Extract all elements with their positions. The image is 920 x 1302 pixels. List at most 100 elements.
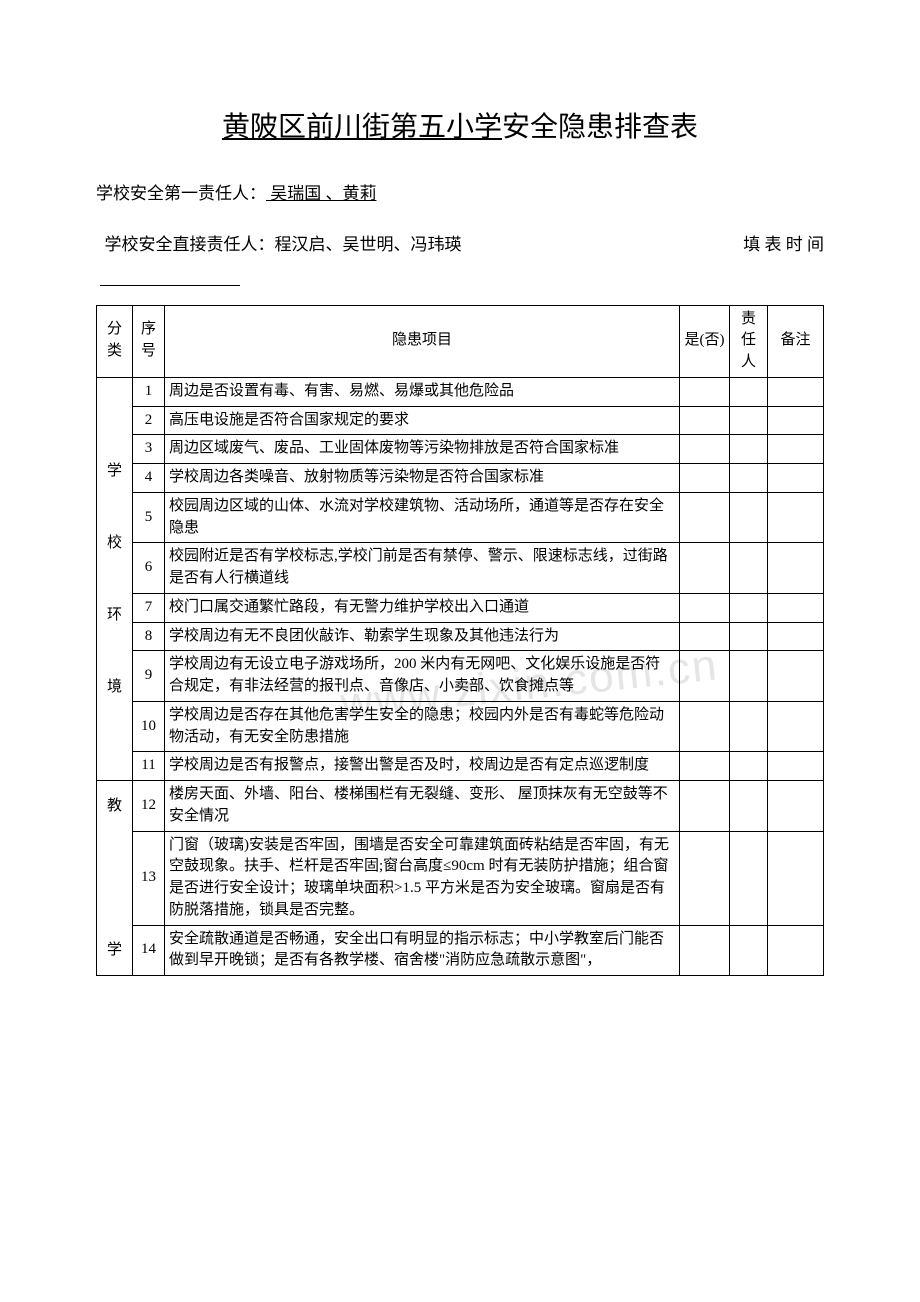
- title-rest: 安全隐患排查表: [502, 112, 698, 143]
- responsible-cell: [730, 593, 768, 622]
- category-teaching: 教学: [97, 781, 133, 976]
- note-cell: [768, 701, 824, 752]
- table-row: 11学校周边是否有报警点，接警出警是否及时，校周边是否有定点巡逻制度: [97, 752, 824, 781]
- note-cell: [768, 377, 824, 406]
- responsible-cell: [730, 701, 768, 752]
- info-line-2: 学校安全直接责任人：程汉启、吴世明、冯玮瑛 填 表 时 间: [96, 230, 824, 255]
- table-body: 学校环境1周边是否设置有毒、有害、易燃、易爆或其他危险品2高压电设施是否符合国家…: [97, 377, 824, 975]
- seq-cell: 9: [133, 651, 165, 702]
- item-cell: 高压电设施是否符合国家规定的要求: [165, 406, 680, 435]
- seq-cell: 6: [133, 543, 165, 594]
- note-cell: [768, 543, 824, 594]
- th-category: 分类: [97, 305, 133, 377]
- yesno-cell: [680, 492, 730, 543]
- note-cell: [768, 651, 824, 702]
- yesno-cell: [680, 622, 730, 651]
- blank-underline: [96, 273, 824, 291]
- note-cell: [768, 492, 824, 543]
- note-cell: [768, 752, 824, 781]
- item-cell: 校门口属交通繁忙路段，有无警力维护学校出入口通道: [165, 593, 680, 622]
- th-note: 备注: [768, 305, 824, 377]
- note-cell: [768, 464, 824, 493]
- yesno-cell: [680, 406, 730, 435]
- th-yesno: 是(否): [680, 305, 730, 377]
- line2-left: 学校安全直接责任人：程汉启、吴世明、冯玮瑛: [96, 230, 462, 255]
- item-cell: 学校周边是否有报警点，接警出警是否及时，校周边是否有定点巡逻制度: [165, 752, 680, 781]
- note-cell: [768, 406, 824, 435]
- note-cell: [768, 435, 824, 464]
- table-row: 10学校周边是否存在其他危害学生安全的隐患；校园内外是否有毒蛇等危险动物活动，有…: [97, 701, 824, 752]
- yesno-cell: [680, 435, 730, 464]
- table-row: 8学校周边有无不良团伙敲诈、勒索学生现象及其他违法行为: [97, 622, 824, 651]
- line1-value: 吴瑞国 、黄莉: [266, 184, 377, 203]
- responsible-cell: [730, 406, 768, 435]
- seq-cell: 12: [133, 781, 165, 832]
- seq-cell: 11: [133, 752, 165, 781]
- responsible-cell: [730, 435, 768, 464]
- responsible-cell: [730, 925, 768, 976]
- responsible-cell: [730, 464, 768, 493]
- table-row: 13门窗（玻璃)安装是否牢固，围墙是否安全可靠建筑面砖粘结是否牢固，有无空鼓现象…: [97, 831, 824, 925]
- table-header-row: 分类 序号 隐患项目 是(否) 责任人 备注: [97, 305, 824, 377]
- yesno-cell: [680, 925, 730, 976]
- line1-label: 学校安全第一责任人：: [96, 184, 266, 203]
- seq-cell: 1: [133, 377, 165, 406]
- table-row: 学校环境1周边是否设置有毒、有害、易燃、易爆或其他危险品: [97, 377, 824, 406]
- yesno-cell: [680, 752, 730, 781]
- table-row: 14安全疏散通道是否畅通，安全出口有明显的指示标志；中小学教室后门能否做到早开晚…: [97, 925, 824, 976]
- responsible-cell: [730, 492, 768, 543]
- item-cell: 学校周边有无设立电子游戏场所，200 米内有无网吧、文化娱乐设施是否符合规定，有…: [165, 651, 680, 702]
- yesno-cell: [680, 464, 730, 493]
- document-content: 黄陂区前川街第五小学安全隐患排查表 学校安全第一责任人： 吴瑞国 、黄莉 学校安…: [96, 105, 824, 976]
- table-row: 9学校周边有无设立电子游戏场所，200 米内有无网吧、文化娱乐设施是否符合规定，…: [97, 651, 824, 702]
- yesno-cell: [680, 377, 730, 406]
- seq-cell: 8: [133, 622, 165, 651]
- line2-label: 学校安全直接责任人：: [105, 235, 275, 254]
- yesno-cell: [680, 593, 730, 622]
- seq-cell: 3: [133, 435, 165, 464]
- responsible-cell: [730, 377, 768, 406]
- responsible-cell: [730, 543, 768, 594]
- seq-cell: 5: [133, 492, 165, 543]
- item-cell: 校园周边区域的山体、水流对学校建筑物、活动场所，通道等是否存在安全隐患: [165, 492, 680, 543]
- table-row: 4学校周边各类噪音、放射物质等污染物是否符合国家标准: [97, 464, 824, 493]
- responsible-cell: [730, 781, 768, 832]
- item-cell: 校园附近是否有学校标志,学校门前是否有禁停、警示、限速标志线，过街路是否有人行横…: [165, 543, 680, 594]
- page-title: 黄陂区前川街第五小学安全隐患排查表: [96, 105, 824, 145]
- hazard-table: 分类 序号 隐患项目 是(否) 责任人 备注 学校环境1周边是否设置有毒、有害、…: [96, 305, 824, 977]
- responsible-cell: [730, 831, 768, 925]
- seq-cell: 13: [133, 831, 165, 925]
- note-cell: [768, 925, 824, 976]
- item-cell: 周边区域废气、废品、工业固体废物等污染物排放是否符合国家标准: [165, 435, 680, 464]
- item-cell: 学校周边有无不良团伙敲诈、勒索学生现象及其他违法行为: [165, 622, 680, 651]
- table-row: 3周边区域废气、废品、工业固体废物等污染物排放是否符合国家标准: [97, 435, 824, 464]
- note-cell: [768, 593, 824, 622]
- table-row: 5校园周边区域的山体、水流对学校建筑物、活动场所，通道等是否存在安全隐患: [97, 492, 824, 543]
- yesno-cell: [680, 831, 730, 925]
- seq-cell: 4: [133, 464, 165, 493]
- th-responsible: 责任人: [730, 305, 768, 377]
- item-cell: 学校周边是否存在其他危害学生安全的隐患；校园内外是否有毒蛇等危险动物活动，有无安…: [165, 701, 680, 752]
- th-item: 隐患项目: [165, 305, 680, 377]
- yesno-cell: [680, 781, 730, 832]
- th-seq: 序号: [133, 305, 165, 377]
- seq-cell: 7: [133, 593, 165, 622]
- seq-cell: 2: [133, 406, 165, 435]
- yesno-cell: [680, 543, 730, 594]
- table-row: 教学12楼房天面、外墙、阳台、楼梯围栏有无裂缝、变形、 屋顶抹灰有无空鼓等不安全…: [97, 781, 824, 832]
- item-cell: 安全疏散通道是否畅通，安全出口有明显的指示标志；中小学教室后门能否做到早开晚锁；…: [165, 925, 680, 976]
- responsible-cell: [730, 752, 768, 781]
- responsible-cell: [730, 651, 768, 702]
- item-cell: 周边是否设置有毒、有害、易燃、易爆或其他危险品: [165, 377, 680, 406]
- yesno-cell: [680, 651, 730, 702]
- table-row: 2高压电设施是否符合国家规定的要求: [97, 406, 824, 435]
- seq-cell: 10: [133, 701, 165, 752]
- note-cell: [768, 622, 824, 651]
- note-cell: [768, 781, 824, 832]
- category-school-env: 学校环境: [97, 377, 133, 780]
- responsible-cell: [730, 622, 768, 651]
- item-cell: 楼房天面、外墙、阳台、楼梯围栏有无裂缝、变形、 屋顶抹灰有无空鼓等不安全情况: [165, 781, 680, 832]
- title-underlined: 黄陂区前川街第五小学: [222, 112, 502, 143]
- yesno-cell: [680, 701, 730, 752]
- seq-cell: 14: [133, 925, 165, 976]
